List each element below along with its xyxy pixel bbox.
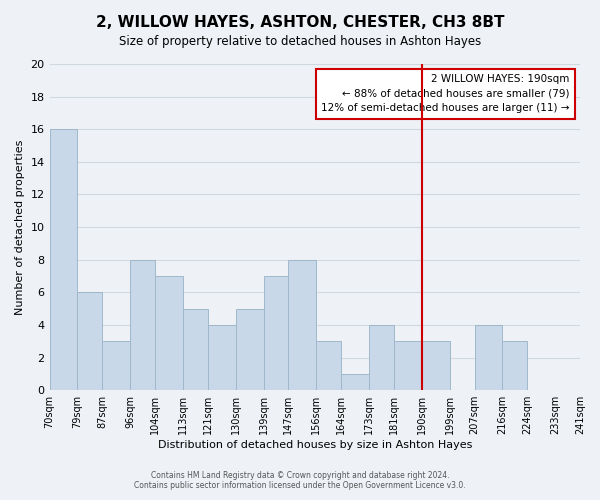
Bar bbox=[341, 374, 369, 390]
Bar bbox=[475, 325, 502, 390]
Text: Contains HM Land Registry data © Crown copyright and database right 2024.
Contai: Contains HM Land Registry data © Crown c… bbox=[134, 470, 466, 490]
Bar bbox=[394, 342, 422, 390]
Bar bbox=[155, 276, 183, 390]
Bar bbox=[263, 276, 289, 390]
Bar bbox=[369, 325, 394, 390]
Bar bbox=[50, 129, 77, 390]
Bar bbox=[316, 342, 341, 390]
Bar bbox=[102, 342, 130, 390]
Bar bbox=[183, 308, 208, 390]
X-axis label: Distribution of detached houses by size in Ashton Hayes: Distribution of detached houses by size … bbox=[158, 440, 472, 450]
Bar bbox=[208, 325, 236, 390]
Bar bbox=[236, 308, 263, 390]
Bar bbox=[77, 292, 102, 390]
Bar bbox=[502, 342, 527, 390]
Bar bbox=[422, 342, 450, 390]
Bar bbox=[130, 260, 155, 390]
Text: 2, WILLOW HAYES, ASHTON, CHESTER, CH3 8BT: 2, WILLOW HAYES, ASHTON, CHESTER, CH3 8B… bbox=[96, 15, 504, 30]
Text: 2 WILLOW HAYES: 190sqm
← 88% of detached houses are smaller (79)
12% of semi-det: 2 WILLOW HAYES: 190sqm ← 88% of detached… bbox=[321, 74, 569, 114]
Bar bbox=[289, 260, 316, 390]
Y-axis label: Number of detached properties: Number of detached properties bbox=[15, 140, 25, 315]
Text: Size of property relative to detached houses in Ashton Hayes: Size of property relative to detached ho… bbox=[119, 35, 481, 48]
